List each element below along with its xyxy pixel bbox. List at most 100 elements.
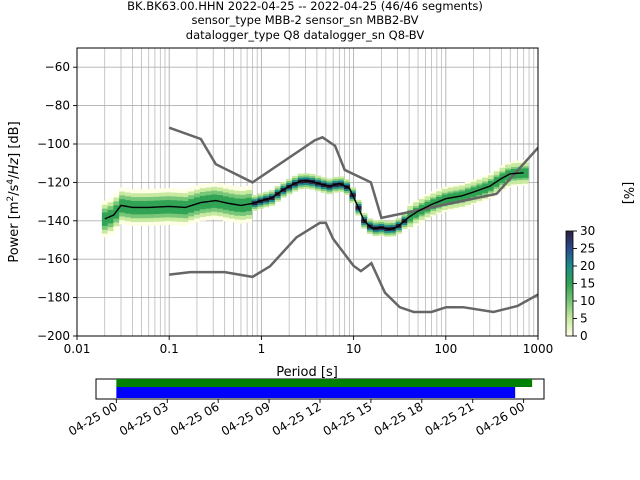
heatmap-cell [511,180,518,183]
heatmap-cell [182,189,189,192]
timeline-tick-label: 04-25 00 [66,399,120,438]
heatmap-cell [171,199,178,203]
heatmap-cell [147,221,155,224]
colorbar-tick-label: 25 [580,242,595,256]
heatmap-cell [194,185,201,188]
heatmap-cell [101,229,109,232]
heatmap-cell [119,214,126,217]
heatmap-cell [136,223,143,226]
heatmap-cell [124,197,132,201]
heatmap-cell [430,198,437,202]
heatmap-cell [240,213,247,216]
heatmap-cell [384,224,391,228]
heatmap-cell [441,209,449,212]
heatmap-cell [222,184,230,187]
heatmap-cell [142,210,149,213]
heatmap-cell [257,204,264,208]
heatmap-cell [464,189,472,192]
heatmap-cell [228,218,235,221]
heatmap-cell [165,215,172,218]
heatmap-cell [222,194,230,197]
heatmap-cell [101,219,109,223]
heatmap-cell [245,193,253,196]
heatmap-cell [418,218,425,221]
heatmap-cell [188,216,195,219]
heatmap-cell [101,212,109,215]
heatmap-cell [349,200,356,203]
heatmap-cell [424,213,431,216]
heatmap-cell [147,213,155,217]
heatmap-cell [101,233,109,236]
heatmap-cell [493,171,500,174]
heatmap-cell [101,221,109,224]
heatmap-cell [136,217,143,221]
heatmap-cell [188,198,195,202]
heatmap-cell [389,228,397,231]
heatmap-cell [211,205,218,208]
heatmap-cell [511,182,518,185]
heatmap-cell [205,217,212,221]
heatmap-cell [303,184,310,187]
heatmap-cell [188,189,195,192]
heatmap-cell [101,202,109,205]
heatmap-cell [124,194,132,197]
heatmap-cell [505,183,512,186]
heatmap-cell [153,188,160,191]
heatmap-cell [326,191,333,195]
heatmap-cell [176,223,183,226]
heatmap-cell [194,200,201,204]
heatmap-cell [165,199,172,202]
heatmap-cell [199,189,206,193]
heatmap-cell [366,218,374,221]
heatmap-cell [182,214,189,217]
heatmap-cell [372,220,379,223]
heatmap-cell [470,179,477,182]
heatmap-cell [303,178,310,182]
heatmap-cell [222,188,230,191]
heatmap-cell [176,204,183,207]
heatmap-cell [332,186,339,189]
heatmap-cell [153,221,160,224]
heatmap-cell [372,228,379,231]
heatmap-cell [338,182,345,185]
heatmap-cell [453,184,460,187]
heatmap-cell [263,199,270,202]
heatmap-cell [447,193,454,196]
y-tick-label: −140 [37,214,70,228]
heatmap-cell [251,206,258,209]
heatmap-cell [211,186,218,189]
heatmap-cell [292,185,299,188]
heatmap-cell [217,194,224,198]
heatmap-cell [476,194,483,197]
heatmap-cell [222,196,230,199]
heatmap-cell [430,210,437,213]
heatmap-cell [217,198,224,201]
heatmap-cell [505,185,512,188]
heatmap-cell [511,170,518,173]
y-tick-label: −60 [45,60,70,74]
title-line-3: datalogger_type Q8 datalogger_sn Q8-BV [186,28,425,42]
heatmap-cell [119,202,126,205]
heatmap-cell [211,213,218,216]
heatmap-cell [505,162,512,165]
heatmap-cell [142,208,149,211]
heatmap-cell [217,189,224,192]
heatmap-cell [476,185,483,188]
heatmap-cell [407,205,414,208]
heatmap-cell [171,215,178,218]
heatmap-cell [205,198,212,201]
heatmap-cell [171,207,178,210]
heatmap-cell [245,191,253,194]
heatmap-cell [441,200,449,203]
heatmap-cell [343,184,351,188]
heatmap-cell [165,217,172,220]
heatmap-cell [240,202,247,205]
heatmap-cell [234,217,241,220]
heatmap-cell [142,204,149,207]
heatmap-cell [487,186,495,189]
heatmap-cell [511,166,518,170]
heatmap-cell [240,194,247,197]
heatmap-cell [101,227,109,230]
heatmap-cell [343,188,351,192]
